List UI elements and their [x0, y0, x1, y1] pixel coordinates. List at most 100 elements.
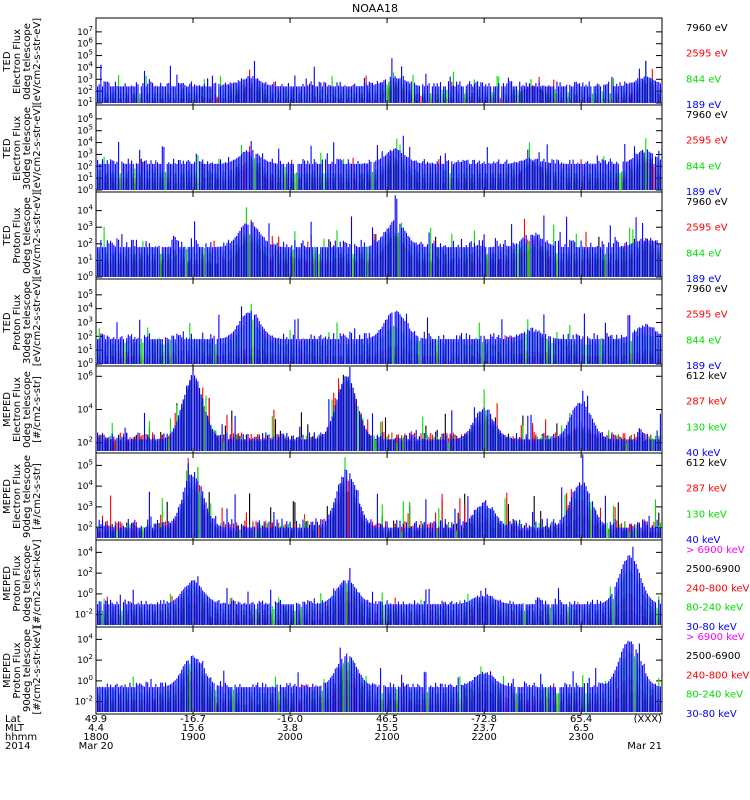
- legend-entry: > 6900 keV: [686, 545, 745, 556]
- legend-entry: 287 keV: [686, 397, 727, 408]
- y-tick-label: 100: [77, 183, 93, 196]
- panel-5: 102 103 104 105 MEPED Electron Flux 90deg tele…: [2, 452, 727, 546]
- panel-2: 100 101 102 103 104 TED Proton Flux 0deg telesc…: [2, 191, 728, 285]
- footer-row-label: 2014: [5, 741, 30, 752]
- y-axis-label: [eV/cm2-s-str-eV]: [32, 18, 43, 105]
- y-axis-label: TED: [2, 51, 13, 72]
- series-group: [97, 546, 661, 625]
- legend-entry: 240-800 keV: [686, 670, 750, 681]
- panel-7: 10-2 100 102 104 MEPED Proton Flux 90deg teles…: [2, 626, 750, 720]
- panel-4: 102 104 106 MEPED Electron Flux 0deg telescop…: [2, 365, 727, 459]
- footer-value-lat: 49.9: [85, 714, 107, 725]
- series-40-kev: [97, 367, 661, 451]
- y-tick-label: 10-2: [75, 695, 93, 708]
- legend-entry: 30-80 keV: [686, 709, 737, 720]
- y-tick-label: 102: [77, 329, 93, 342]
- series-189-ev: [97, 306, 661, 364]
- y-axis-label: [#/cm2-s-str]: [32, 463, 43, 530]
- y-tick-label: 102: [77, 237, 93, 250]
- y-tick-label: 106: [77, 369, 93, 382]
- series-30-80-kev: [97, 640, 661, 712]
- y-tick-label: 100: [77, 270, 93, 283]
- y-tick-label: 101: [77, 171, 93, 184]
- legend-entry: 2500-6900: [686, 564, 741, 575]
- series-189-ev: [97, 135, 661, 190]
- y-axis-label: Proton Flux: [12, 207, 23, 263]
- legend-entry: 7960 eV: [686, 23, 728, 34]
- y-axis-label: 0deg telescope: [22, 197, 33, 274]
- panel-frame: [95, 626, 663, 715]
- y-axis-label: [eV/cm2-s-str-eV]: [32, 279, 43, 366]
- legend-entry: 7960 eV: [686, 197, 728, 208]
- y-axis-label: MEPED: [2, 479, 13, 514]
- y-tick-label: 102: [77, 84, 93, 97]
- y-axis-label: 0deg telescope: [22, 545, 33, 622]
- legend-entry: 130 keV: [686, 509, 727, 520]
- y-axis-label: Proton Flux: [12, 294, 23, 350]
- y-tick-label: 103: [77, 316, 93, 329]
- legend-entry: 844 eV: [686, 248, 721, 259]
- y-axis-label: [eV/cm2-s-str-eV]: [32, 105, 43, 192]
- series-40-kev: [97, 454, 661, 538]
- legend-entry: 80-240 keV: [686, 603, 743, 614]
- y-tick-label: 103: [77, 500, 93, 513]
- y-tick-label: 107: [77, 25, 93, 38]
- series-group: [97, 303, 661, 364]
- footer-value-lat: -16.0: [277, 714, 303, 725]
- legend-entry: 7960 eV: [686, 110, 728, 121]
- legend-entry: 189 eV: [686, 274, 721, 285]
- legend-entry: 189 eV: [686, 100, 721, 111]
- y-axis-label: Proton Flux: [12, 642, 23, 698]
- y-tick-label: 102: [77, 653, 93, 666]
- legend-entry: 612 keV: [686, 371, 727, 382]
- y-tick-label: 103: [77, 220, 93, 233]
- legend-entry: 2595 eV: [686, 49, 728, 60]
- y-tick-label: 101: [77, 96, 93, 109]
- y-tick-label: 104: [77, 60, 93, 73]
- y-tick-label: 102: [77, 566, 93, 579]
- series-189-ev: [97, 58, 661, 103]
- legend-entry: 40 keV: [686, 448, 720, 459]
- footer-value-mlt: 6.5: [573, 723, 589, 734]
- y-axis-label: MEPED: [2, 653, 13, 688]
- y-axis-label: TED: [2, 225, 13, 246]
- y-tick-label: 10-2: [75, 608, 93, 621]
- footer-value-mlt: 15.5: [376, 723, 398, 734]
- legend-entry: 2595 eV: [686, 136, 728, 147]
- y-tick-label: 100: [77, 674, 93, 687]
- y-axis-label: Electron Flux: [12, 464, 23, 529]
- footer-value-hhmm: 2100: [374, 732, 399, 743]
- legend-entry: 287 keV: [686, 484, 727, 495]
- y-tick-label: 100: [77, 587, 93, 600]
- y-axis-label: 90deg telescope: [22, 629, 33, 712]
- y-axis-label: 30deg telescope: [22, 107, 33, 190]
- footer-value-lat: 46.5: [376, 714, 398, 725]
- y-tick-label: 104: [77, 545, 93, 558]
- y-axis-label: [#/cm2-s-str-keV]: [32, 539, 43, 627]
- footer-value-lat: -16.7: [180, 714, 206, 725]
- footer-value-hhmm: 2300: [568, 732, 593, 743]
- footer-value-lat: 65.4: [570, 714, 592, 725]
- series-30-80-kev: [97, 546, 661, 625]
- y-axis-label: Electron Flux: [12, 116, 23, 181]
- series-612-kev: [97, 374, 661, 451]
- footer-value-mlt: 15.6: [182, 723, 204, 734]
- chart-title: NOAA18: [352, 2, 398, 15]
- y-axis-label: MEPED: [2, 566, 13, 601]
- series-7960-ev: [97, 234, 661, 277]
- footer-value-mlt: 3.8: [282, 723, 298, 734]
- footer-value-lat: -72.8: [471, 714, 497, 725]
- legend-entry: 2595 eV: [686, 223, 728, 234]
- legend-entry: 189 eV: [686, 361, 721, 372]
- legend-entry: 80-240 keV: [686, 690, 743, 701]
- legend-entry: 240-800 keV: [686, 583, 750, 594]
- series-group: [97, 367, 661, 451]
- y-tick-label: 106: [77, 37, 93, 50]
- y-axis-label: [#/cm2-s-str]: [32, 376, 43, 443]
- footer-value-hhmm: 1900: [180, 732, 205, 743]
- legend-entry: 844 eV: [686, 335, 721, 346]
- y-axis-label: 0deg telescope: [22, 371, 33, 448]
